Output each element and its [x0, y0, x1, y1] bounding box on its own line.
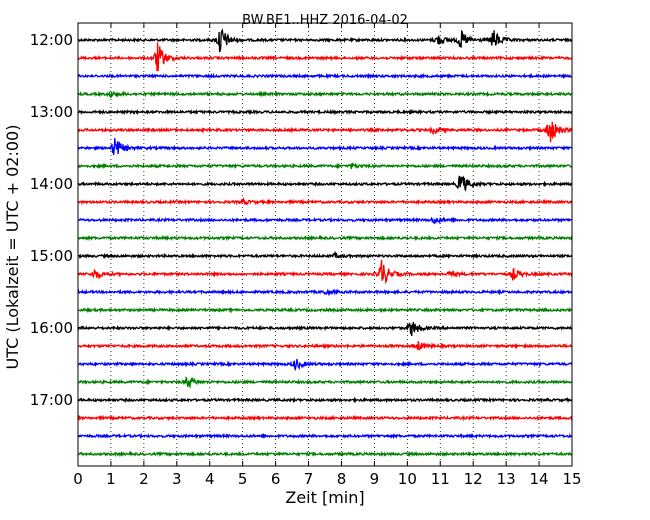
- x-tick-label: 11: [431, 470, 450, 488]
- x-tick-label: 15: [562, 470, 581, 488]
- y-tick-label: 14:00: [30, 175, 73, 193]
- x-tick-label: 2: [139, 470, 149, 488]
- chart-title: BW.BE1..HHZ 2016-04-02: [242, 13, 408, 28]
- plot-frame: [77, 22, 573, 467]
- y-tick-label: 17:00: [30, 391, 73, 409]
- trace-1330: [77, 138, 573, 155]
- x-tick-label: 3: [172, 470, 182, 488]
- trace-1615: [77, 341, 573, 351]
- trace-1530: [77, 288, 573, 297]
- trace-1630: [77, 359, 573, 371]
- x-tick-label: 9: [370, 470, 380, 488]
- trace-1230: [77, 72, 573, 80]
- y-tick-label: 13:00: [30, 103, 73, 121]
- x-tick-label: 14: [530, 470, 549, 488]
- x-tick-label: 1: [106, 470, 116, 488]
- trace-1545: [77, 306, 573, 314]
- x-tick-label: 13: [497, 470, 516, 488]
- trace-1600: [77, 321, 573, 336]
- y-axis-label: UTC (Lokalzeit = UTC + 02:00): [3, 125, 22, 370]
- trace-1700: [77, 396, 573, 404]
- x-tick-label: 12: [464, 470, 483, 488]
- trace-1400: [77, 175, 573, 192]
- x-tick-label: 8: [337, 470, 347, 488]
- trace-1215: [77, 42, 573, 72]
- x-tick-label: 10: [398, 470, 417, 488]
- trace-1745: [77, 450, 573, 458]
- x-tick-label: 0: [73, 470, 83, 488]
- traces: [77, 28, 573, 458]
- x-tick-label: 6: [271, 470, 281, 488]
- trace-1730: [77, 432, 573, 440]
- trace-1430: [77, 216, 573, 225]
- x-axis-label: Zeit [min]: [285, 488, 364, 507]
- trace-1515: [77, 259, 573, 285]
- x-tick-label: 7: [304, 470, 314, 488]
- trace-1315: [77, 121, 573, 143]
- trace-1715: [77, 414, 573, 422]
- trace-1445: [77, 234, 573, 242]
- trace-1645: [77, 375, 573, 389]
- trace-1345: [77, 161, 573, 170]
- trace-1245: [77, 90, 573, 98]
- y-axis: 12:00 13:00 14:00 15:00 16:00 17:00: [30, 31, 572, 409]
- trace-1200: [77, 28, 573, 53]
- trace-1500: [77, 250, 573, 260]
- trace-1415: [77, 196, 573, 206]
- y-tick-label: 16:00: [30, 319, 73, 337]
- x-tick-label: 4: [205, 470, 215, 488]
- x-tick-label: 5: [238, 470, 248, 488]
- y-tick-label: 12:00: [30, 31, 73, 49]
- trace-1300: [77, 108, 573, 116]
- y-tick-label: 15:00: [30, 247, 73, 265]
- x-axis: 0 1 2 3 4 5 6 7 8 9 10 11 12 13 14 15: [73, 23, 582, 488]
